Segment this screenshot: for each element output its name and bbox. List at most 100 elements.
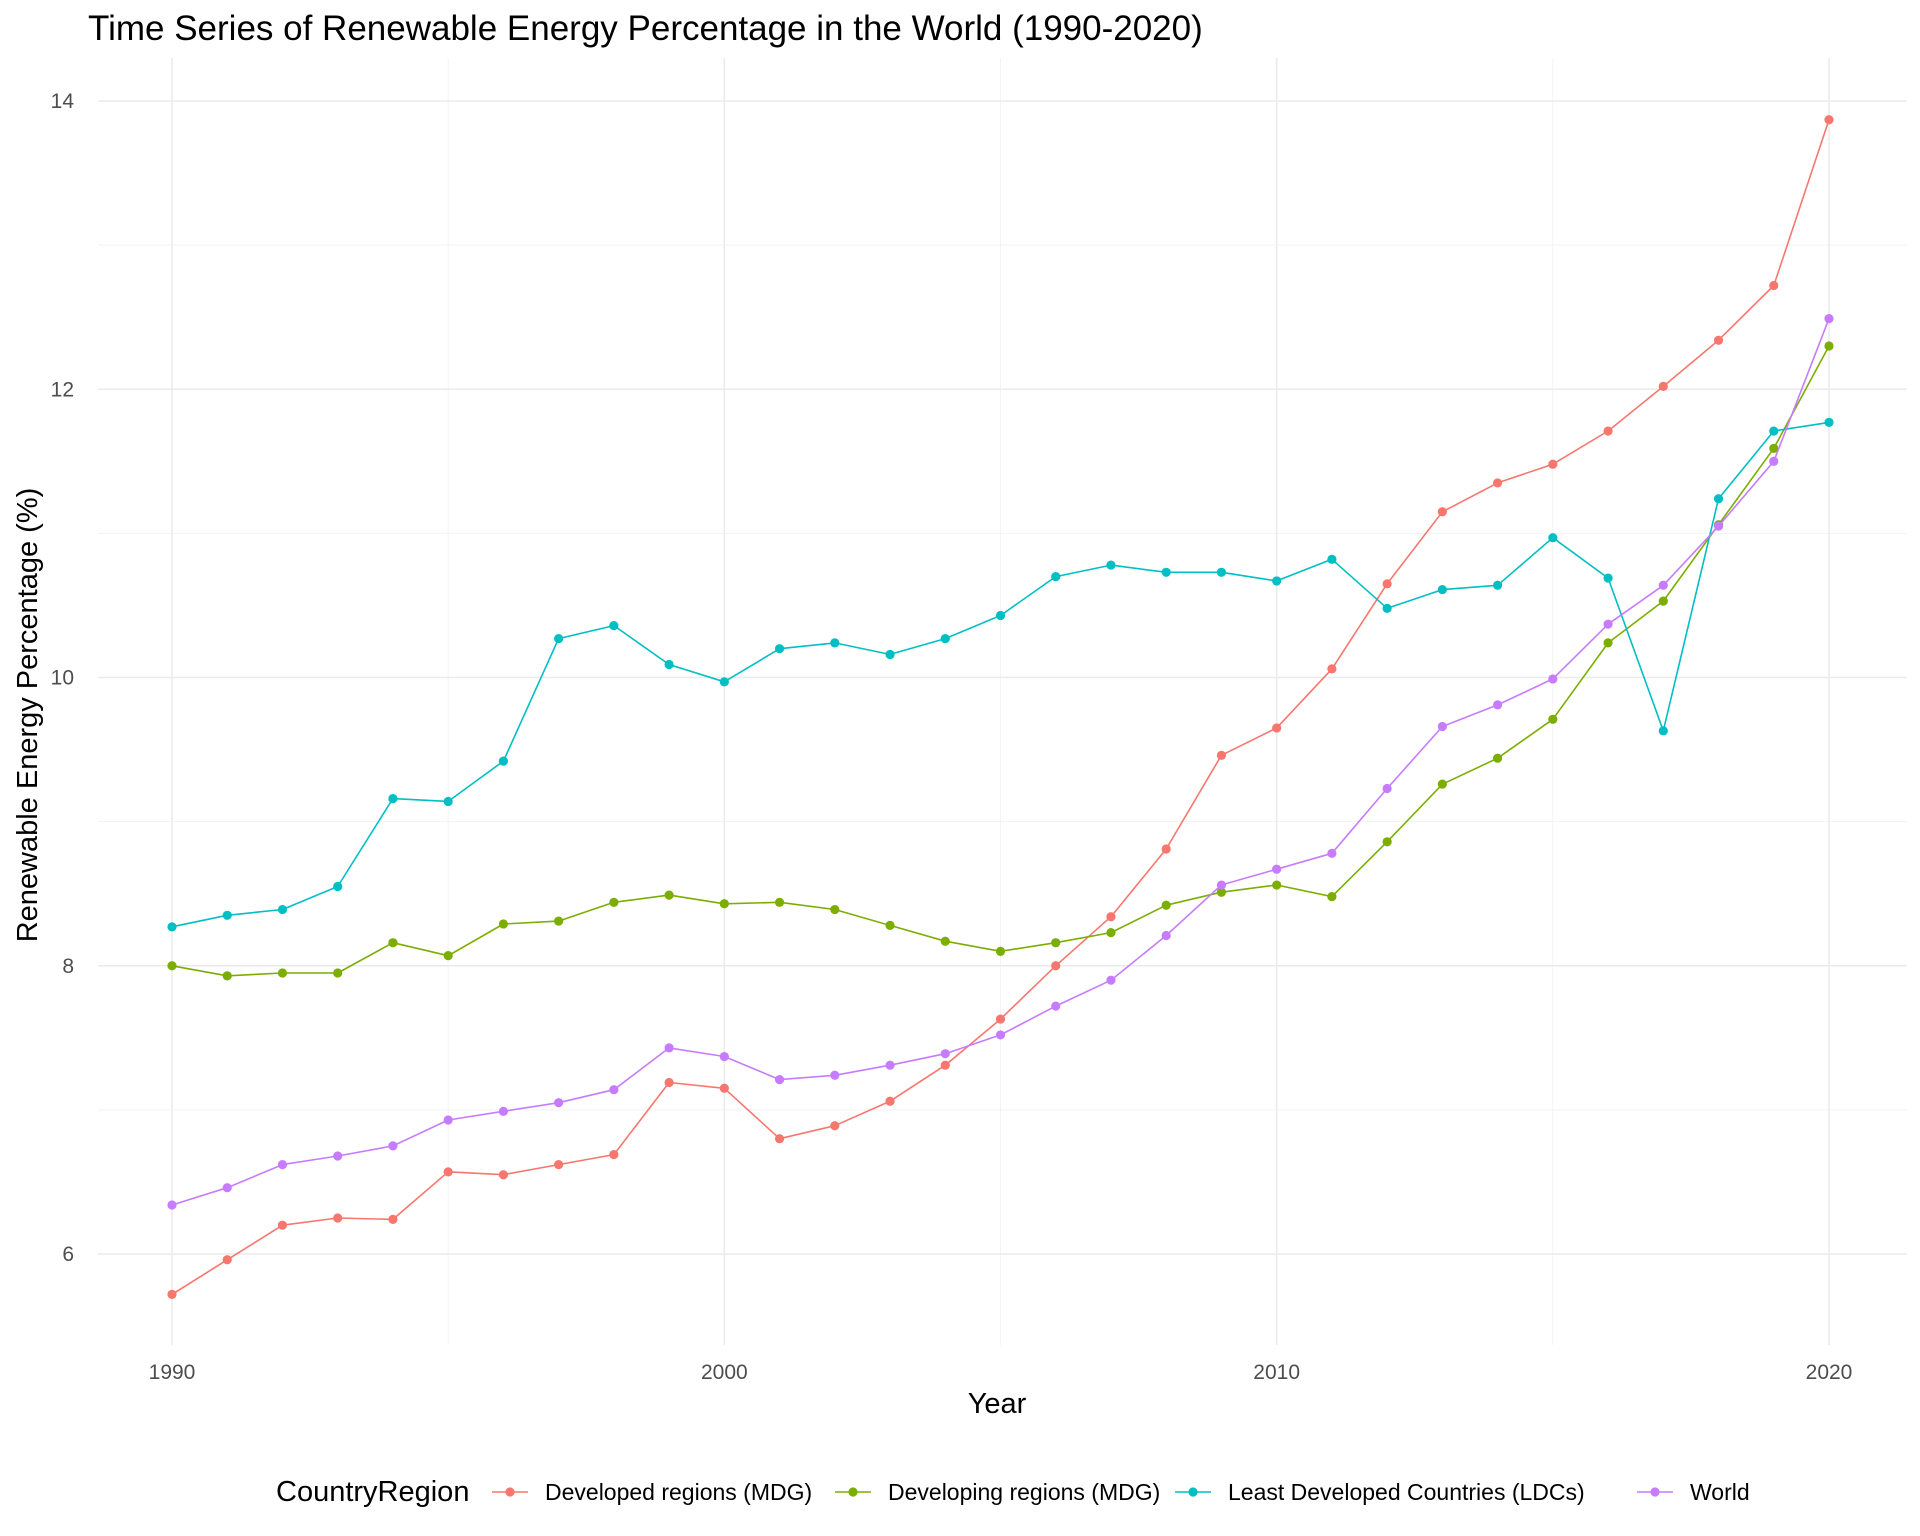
data-point [1161, 930, 1171, 941]
legend-item: Least Developed Countries (LDCs) [1175, 1479, 1585, 1505]
data-point [1713, 521, 1724, 531]
data-point [277, 968, 288, 978]
series-4 [167, 314, 1834, 1210]
x-axis-ticks: 1990 2000 2010 2020 [149, 1361, 1853, 1384]
legend-label: Developing regions (MDG) [888, 1479, 1160, 1505]
legend-item: Developed regions (MDG) [492, 1479, 812, 1505]
data-point [1272, 723, 1282, 733]
data-point [388, 1214, 398, 1225]
data-point [609, 621, 619, 631]
data-point [388, 1141, 398, 1151]
data-point [1106, 912, 1116, 922]
data-point [609, 1085, 619, 1095]
grid [98, 58, 1907, 1345]
data-point [1161, 900, 1171, 910]
data-point [498, 919, 508, 929]
data-point [1769, 443, 1779, 453]
data-point [1382, 837, 1392, 847]
data-point [554, 1098, 564, 1108]
legend-item: Developing regions (MDG) [835, 1479, 1160, 1505]
data-point [1272, 880, 1282, 890]
x-tick-label: 2000 [701, 1361, 748, 1384]
legend-key-point [1188, 1487, 1198, 1497]
series-2 [167, 341, 1834, 981]
legend-label: World [1690, 1479, 1750, 1505]
data-point [664, 890, 674, 900]
x-axis-title: Year [968, 1388, 1027, 1420]
chart-title: Time Series of Renewable Energy Percenta… [88, 9, 1203, 48]
data-point [277, 904, 288, 915]
data-point [1382, 603, 1392, 613]
x-tick-label: 1990 [149, 1361, 196, 1384]
data-point [1272, 864, 1282, 874]
y-axis-ticks: 6 8 10 12 14 [51, 90, 75, 1266]
data-point [1548, 459, 1558, 469]
data-point [940, 633, 950, 644]
series-3 [167, 417, 1834, 932]
legend-item: World [1637, 1479, 1750, 1505]
data-point [1493, 753, 1503, 763]
data-point [719, 677, 729, 687]
data-point [1658, 381, 1668, 391]
data-point [498, 756, 508, 766]
data-point [222, 910, 232, 920]
data-point [1437, 779, 1447, 789]
data-point [1382, 579, 1392, 589]
data-point [167, 1200, 177, 1210]
data-point [1106, 560, 1116, 570]
data-point [1051, 572, 1061, 582]
x-tick-label: 2020 [1806, 1361, 1853, 1384]
legend-title: CountryRegion [276, 1476, 469, 1508]
data-point [1548, 674, 1558, 684]
y-tick-label: 10 [51, 667, 74, 690]
data-point [940, 936, 950, 946]
data-point [333, 881, 343, 892]
y-tick-label: 14 [51, 90, 75, 113]
data-point [443, 1115, 453, 1125]
data-point [333, 1213, 343, 1223]
data-point [719, 1083, 729, 1093]
y-tick-label: 6 [62, 1243, 74, 1266]
data-point [830, 1121, 840, 1131]
data-point [443, 796, 453, 807]
data-point [1824, 314, 1834, 324]
data-point [1437, 507, 1447, 517]
data-point [1493, 580, 1503, 590]
data-point [1769, 456, 1779, 466]
data-point [1161, 844, 1171, 854]
data-point [1824, 417, 1834, 427]
data-point [664, 1043, 674, 1053]
y-tick-label: 8 [62, 955, 74, 978]
data-point [1216, 887, 1227, 897]
data-point [885, 920, 895, 930]
data-point [1216, 567, 1227, 577]
data-point [1327, 891, 1337, 902]
data-point [1603, 638, 1613, 648]
data-point [498, 1106, 508, 1116]
data-point [443, 951, 453, 961]
data-point [1603, 619, 1613, 629]
data-point [167, 961, 177, 971]
data-point [774, 1134, 785, 1144]
legend-key-point [848, 1487, 858, 1497]
data-point [277, 1220, 288, 1230]
data-point [498, 1170, 508, 1180]
data-point [1327, 848, 1337, 858]
data-point [443, 1167, 453, 1177]
data-point [388, 938, 398, 948]
data-point [830, 638, 840, 648]
data-point [1051, 938, 1061, 948]
data-point [1051, 961, 1061, 971]
data-point [277, 1160, 288, 1170]
data-point [995, 1014, 1006, 1024]
series-group [167, 115, 1834, 1299]
data-point [774, 1075, 785, 1085]
data-point [885, 1096, 895, 1106]
data-point [940, 1049, 950, 1059]
data-point [1548, 714, 1558, 724]
data-point [1161, 567, 1171, 577]
data-point [1106, 928, 1116, 938]
data-point [995, 1030, 1006, 1040]
data-point [388, 793, 398, 804]
